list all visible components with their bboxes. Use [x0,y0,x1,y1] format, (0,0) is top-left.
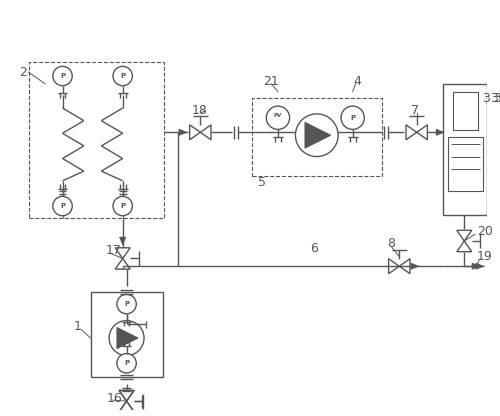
Text: 8: 8 [386,238,394,250]
Text: P: P [124,301,129,307]
Polygon shape [436,129,444,136]
Text: 20: 20 [477,225,493,238]
Text: 3: 3 [482,92,490,105]
Text: 4: 4 [354,75,362,88]
Text: P: P [124,360,129,366]
Bar [448,137,482,191]
Circle shape [113,196,132,216]
Text: 21: 21 [264,75,279,88]
Text: P: P [120,73,126,79]
Text: PV: PV [274,113,282,118]
Circle shape [117,295,136,314]
Bar [452,92,478,130]
Text: 16: 16 [106,392,122,405]
Text: P: P [120,203,126,209]
Polygon shape [472,263,480,269]
Polygon shape [120,237,126,245]
Circle shape [53,196,72,216]
Circle shape [266,106,289,129]
Polygon shape [305,122,330,148]
Polygon shape [117,327,138,349]
Text: 3: 3 [494,92,500,105]
Polygon shape [124,414,130,416]
Text: 19: 19 [477,250,492,263]
Text: 2: 2 [19,66,26,79]
Text: 1: 1 [74,320,82,333]
Bar [28,62,164,218]
Circle shape [341,106,364,129]
Text: P: P [60,203,65,209]
Circle shape [109,321,144,356]
Circle shape [117,354,136,373]
Bar [252,98,382,176]
Circle shape [53,66,72,86]
Text: 18: 18 [192,104,208,117]
Text: 6: 6 [310,242,318,255]
Text: 17: 17 [105,244,121,257]
Bar [443,84,486,215]
Polygon shape [411,263,418,269]
Polygon shape [476,263,484,269]
Bar [90,292,164,377]
Text: 3: 3 [490,92,498,105]
Text: P: P [60,73,65,79]
Text: P: P [350,115,355,121]
Circle shape [113,66,132,86]
Circle shape [296,114,338,156]
Text: 7: 7 [411,104,419,117]
Text: 5: 5 [258,176,266,189]
Polygon shape [179,129,186,136]
